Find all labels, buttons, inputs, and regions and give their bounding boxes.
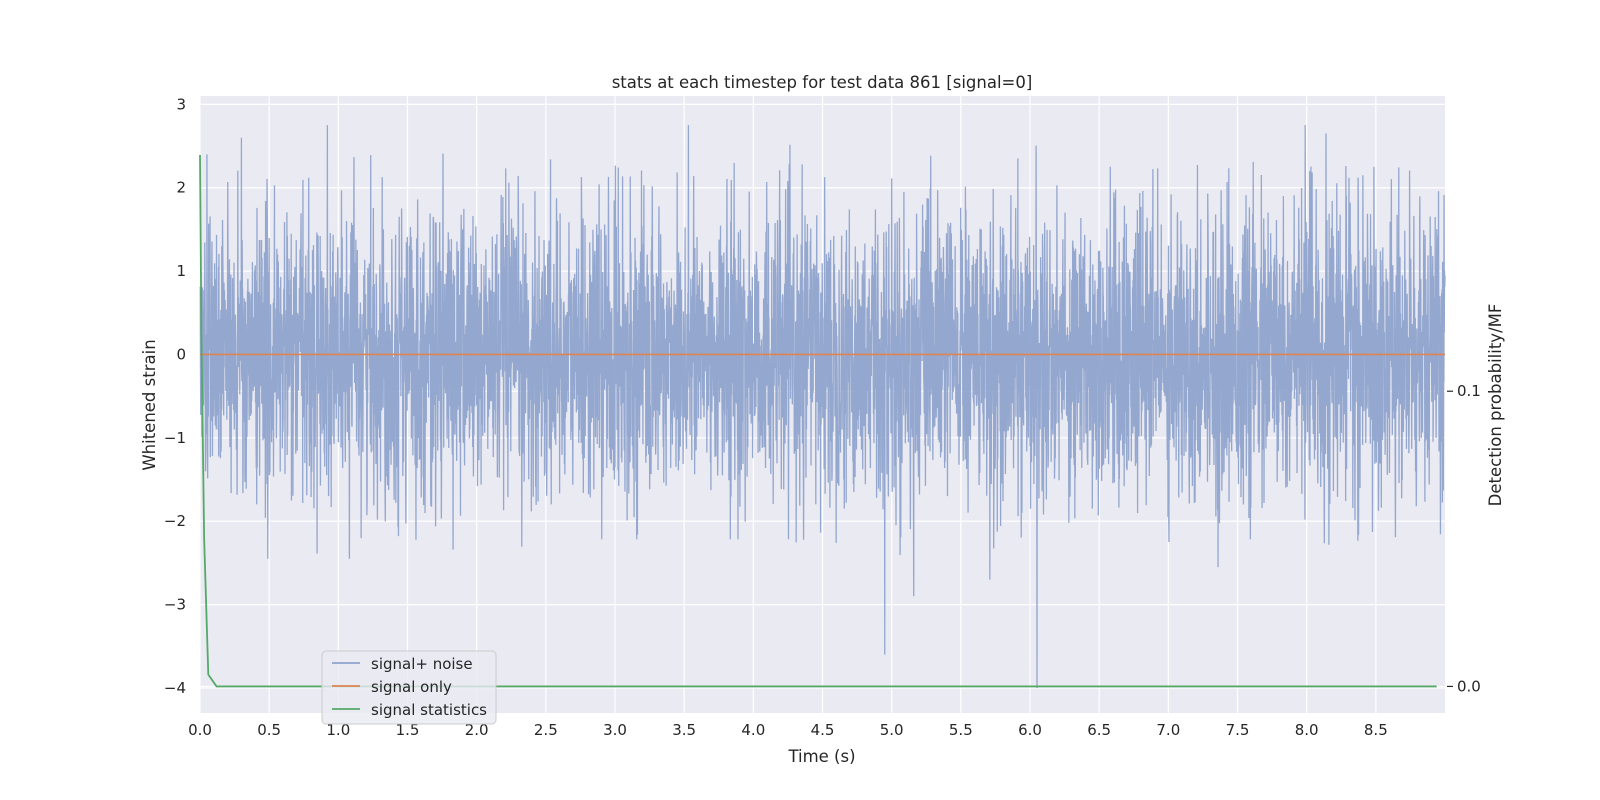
legend-label-signal-noise: signal+ noise — [371, 655, 473, 673]
x-tick-label: 7.0 — [1156, 721, 1180, 739]
y2-tick-label: 0.1 — [1457, 382, 1481, 400]
y2-tick-label: 0.0 — [1457, 677, 1481, 695]
x-tick-label: 1.0 — [326, 721, 350, 739]
legend-label-signal-only: signal only — [371, 678, 452, 696]
noise-series-layer — [199, 125, 1446, 688]
x-tick-label: 8.5 — [1364, 721, 1388, 739]
x-tick-label: 8.0 — [1295, 721, 1319, 739]
y-tick-label: 3 — [176, 95, 186, 113]
x-tick-label: 3.0 — [603, 721, 627, 739]
x-tick-label: 5.5 — [949, 721, 973, 739]
chart-title: stats at each timestep for test data 861… — [612, 73, 1033, 92]
legend-label-signal-statistics: signal statistics — [371, 701, 487, 719]
y-tick-label: −1 — [164, 429, 186, 447]
y-tick-label: 2 — [176, 179, 186, 197]
y-tick-label: −2 — [164, 512, 186, 530]
y-tick-label: 0 — [176, 345, 186, 363]
y-axis-title: Whitened strain — [140, 339, 159, 470]
x-axis-title: Time (s) — [787, 747, 855, 766]
x-tick-label: 7.5 — [1226, 721, 1250, 739]
legend: signal+ noise signal only signal statist… — [321, 650, 497, 725]
x-tick-label: 3.5 — [672, 721, 696, 739]
x-tick-label: 6.5 — [1087, 721, 1111, 739]
x-tick-label: 0.0 — [188, 721, 212, 739]
series-line-signal-noise — [199, 125, 1446, 688]
x-tick-label: 2.5 — [534, 721, 558, 739]
y-tick-label: 1 — [176, 262, 186, 280]
x-tick-label: 6.0 — [1018, 721, 1042, 739]
y2-axis-title: Detection probability/MF — [1486, 304, 1505, 507]
x-tick-label: 0.5 — [257, 721, 281, 739]
y-tick-label: −3 — [164, 596, 186, 614]
x-tick-label: 1.5 — [396, 721, 420, 739]
x-tick-label: 5.0 — [880, 721, 904, 739]
x-tick-label: 2.0 — [465, 721, 489, 739]
x-tick-label: 4.0 — [741, 721, 765, 739]
x-tick-label: 4.5 — [811, 721, 835, 739]
legend-box — [321, 650, 497, 725]
axis-layer: 0.0 0.5 1.0 1.5 2.0 2.5 3.0 3.5 4.0 4.5 5.0 5.5 6.0 6… — [164, 95, 1481, 739]
y-tick-label: −4 — [164, 679, 186, 697]
